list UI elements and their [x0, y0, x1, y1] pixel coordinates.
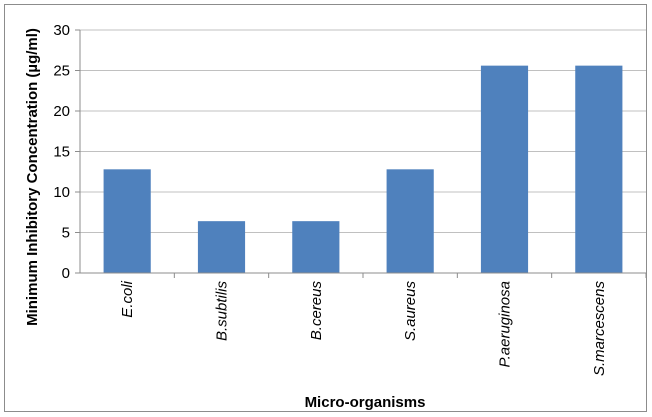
bar-b-cereus [292, 221, 340, 273]
bar-e-coli [103, 169, 151, 273]
y-tick-label: 20 [53, 103, 70, 120]
x-tick-label: P.aeruginosa [497, 281, 514, 367]
y-tick-label: 5 [62, 225, 70, 242]
bar-p-aeruginosa [480, 65, 529, 273]
x-axis-title: Micro-organisms [305, 394, 426, 411]
x-axis-ticks: E.coli B.subtilis B.cereus S.aureus P.aerugi… [119, 273, 647, 377]
y-axis-title: Minimum Inhibitory Concentration (µg/ml) [24, 28, 41, 326]
x-tick-label: B.subtilis [214, 281, 231, 342]
x-tick-label: S.aureus [402, 281, 419, 342]
x-tick-label: B.cereus [308, 281, 325, 341]
y-tick-label: 0 [62, 265, 70, 282]
bars [103, 65, 623, 273]
bar-s-marcescens [575, 65, 623, 273]
x-tick-label: S.marcescens [591, 281, 608, 377]
y-axis-ticks: 0 5 10 15 20 25 30 [53, 22, 80, 282]
y-tick-label: 25 [53, 63, 70, 80]
bar-s-aureus [386, 169, 434, 273]
bar-b-subtilis [197, 221, 246, 273]
x-tick-label: E.coli [119, 280, 136, 317]
y-tick-label: 15 [53, 144, 70, 161]
gridlines [80, 29, 646, 233]
y-tick-label: 30 [53, 22, 70, 39]
y-tick-label: 10 [53, 184, 70, 201]
